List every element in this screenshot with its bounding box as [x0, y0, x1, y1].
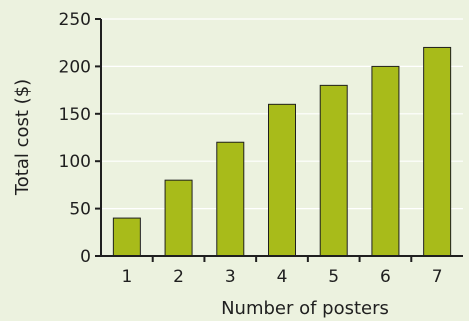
- bars: [112, 46, 452, 257]
- y-tick-label: 150: [59, 105, 91, 125]
- axes: [95, 18, 463, 262]
- x-tick-label: 6: [380, 267, 391, 287]
- bar-2: [164, 179, 193, 257]
- bar-4: [268, 103, 296, 257]
- y-tick-label: 50: [69, 200, 91, 220]
- y-tick-label: 200: [59, 57, 91, 77]
- bar-1: [112, 217, 141, 257]
- bar-6: [371, 65, 400, 257]
- y-tick-labels: 0 50 100 150 200 250: [59, 10, 91, 267]
- x-tick-labels: 1 2 3 4 5 6 7: [121, 267, 442, 287]
- x-tick-label: 2: [173, 267, 184, 287]
- x-tick-label: 4: [277, 267, 288, 287]
- x-tick-label: 5: [328, 267, 339, 287]
- y-tick-label: 100: [59, 152, 91, 172]
- bar-3: [216, 141, 245, 257]
- x-tick-label: 1: [121, 267, 132, 287]
- x-tick-label: 3: [225, 267, 236, 287]
- x-tick-label: 7: [432, 267, 443, 287]
- bar-5: [319, 84, 348, 257]
- y-axis-label: Total cost ($): [12, 79, 33, 196]
- y-tick-label: 0: [80, 247, 91, 267]
- x-axis-label: Number of posters: [221, 298, 389, 319]
- y-tick-label: 250: [59, 10, 91, 30]
- bar-7: [423, 46, 452, 257]
